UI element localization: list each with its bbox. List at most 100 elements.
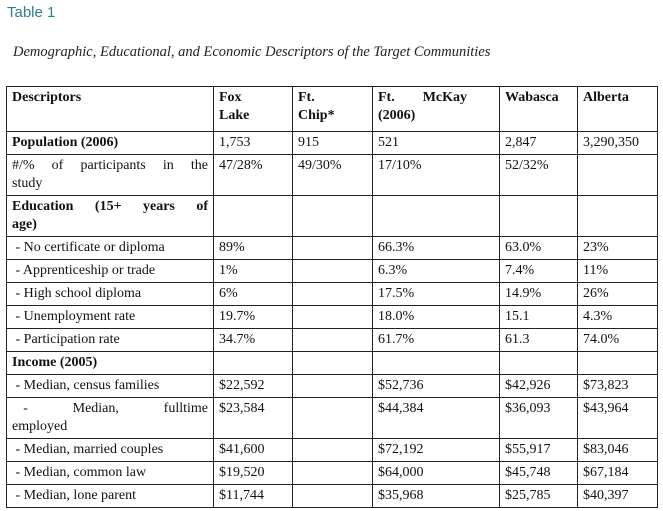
row-label-text: - Median, lone parent: [12, 488, 137, 503]
column-header-line: Lake: [219, 108, 250, 123]
table-cell: 6.3%: [372, 259, 500, 283]
row-label: - Apprenticeship or trade: [6, 259, 214, 283]
column-header-line: (2006): [378, 108, 416, 123]
table-cell: [292, 259, 373, 283]
column-header-line: Ft.: [298, 90, 315, 105]
table-row: Education (15+ years of age): [6, 195, 658, 237]
table-cell: $43,964: [577, 397, 658, 439]
table-cell: [292, 438, 373, 462]
table-cell: $67,184: [577, 461, 658, 485]
table-cell: [292, 351, 373, 375]
row-label: Income (2005): [6, 351, 214, 375]
table-cell: [213, 195, 293, 237]
table-cell: 2,847: [499, 131, 578, 155]
table-row: - Median, married couples $41,600 $72,192 $…: [6, 438, 658, 462]
row-label: - Median, fulltime employed: [6, 397, 214, 439]
table-row: Population (2006) 1,753 915 521 2,847 3,290,3…: [6, 131, 658, 155]
column-header-line: Descriptors: [12, 90, 82, 105]
table-cell: $45,748: [499, 461, 578, 485]
table-cell: [292, 236, 373, 260]
table-cell: 7.4%: [499, 259, 578, 283]
table-cell: 18.0%: [372, 305, 500, 329]
row-label-line: age): [12, 217, 37, 232]
row-label: - Participation rate: [6, 328, 214, 352]
table-row: - Apprenticeship or trade 1% 6.3% 7.4% 11%: [6, 259, 658, 283]
column-header: Wabasca: [499, 86, 578, 132]
table-row: #/% of participants in the study 47/28% 49/…: [6, 154, 658, 196]
table-cell: 61.7%: [372, 328, 500, 352]
row-label-text: - Unemployment rate: [12, 309, 136, 324]
table-cell: 17.5%: [372, 282, 500, 306]
table-cell: 14.9%: [499, 282, 578, 306]
row-label: Education (15+ years of age): [6, 195, 214, 237]
table-cell: 34.7%: [213, 328, 293, 352]
column-header-line: Chip*: [298, 108, 335, 123]
table-cell: $42,926: [499, 374, 578, 398]
table-cell: [499, 351, 578, 375]
row-label-text: Income (2005): [12, 355, 98, 370]
table-caption: Demographic, Educational, and Economic D…: [13, 44, 491, 60]
table-row: - No certificate or diploma 89% 66.3% 63.0%…: [6, 236, 658, 260]
table-row: Income (2005): [6, 351, 658, 375]
table-cell: [499, 195, 578, 237]
table-cell: [292, 195, 373, 237]
table-cell: 1,753: [213, 131, 293, 155]
table-cell: 26%: [577, 282, 658, 306]
table-cell: $11,744: [213, 484, 293, 508]
table-cell: 74.0%: [577, 328, 658, 352]
table-cell: $83,046: [577, 438, 658, 462]
table-row: - Median, common law $19,520 $64,000 $45,74…: [6, 461, 658, 485]
table-cell: 63.0%: [499, 236, 578, 260]
table-cell: 3,290,350: [577, 131, 658, 155]
table-cell: $73,823: [577, 374, 658, 398]
row-label: - Unemployment rate: [6, 305, 214, 329]
row-label-line: employed: [12, 419, 68, 434]
table-cell: $35,968: [372, 484, 500, 508]
row-label-text: - High school diploma: [12, 286, 142, 301]
row-label-text: - Median, married couples: [12, 442, 164, 457]
descriptors-table: Descriptors Fox Lake Ft. Chip* Ft. McKay (2006…: [6, 86, 658, 508]
table-cell: $64,000: [372, 461, 500, 485]
row-label-text: Population (2006): [12, 135, 119, 150]
row-label-line: Education (15+ years of: [12, 199, 208, 214]
table-number-label: Table 1: [7, 4, 56, 21]
table-cell: 23%: [577, 236, 658, 260]
row-label: - No certificate or diploma: [6, 236, 214, 260]
row-label: - Median, census families: [6, 374, 214, 398]
table-cell: $41,600: [213, 438, 293, 462]
table-row: - Unemployment rate 19.7% 18.0% 15.1 4.3%: [6, 305, 658, 329]
table-cell: $44,384: [372, 397, 500, 439]
table-cell: 521: [372, 131, 500, 155]
table-cell: 66.3%: [372, 236, 500, 260]
table-cell: 915: [292, 131, 373, 155]
table-cell: [292, 374, 373, 398]
row-label-text: - Apprenticeship or trade: [12, 263, 156, 278]
row-label: #/% of participants in the study: [6, 154, 214, 196]
table-cell: [292, 484, 373, 508]
table-cell: 6%: [213, 282, 293, 306]
row-label-text: - Median, census families: [12, 378, 160, 393]
column-header-line: Wabasca: [505, 90, 559, 105]
row-label-text: - Participation rate: [12, 332, 120, 347]
table-cell: $22,592: [213, 374, 293, 398]
column-header: Ft. Chip*: [292, 86, 373, 132]
table-row: - Median, census families $22,592 $52,736 $…: [6, 374, 658, 398]
table-cell: $23,584: [213, 397, 293, 439]
table-cell: 49/30%: [292, 154, 373, 196]
column-header-line: Ft. McKay: [378, 90, 468, 105]
row-label: - Median, lone parent: [6, 484, 214, 508]
table-row: - High school diploma 6% 17.5% 14.9% 26%: [6, 282, 658, 306]
table-cell: [292, 328, 373, 352]
table-cell: $52,736: [372, 374, 500, 398]
table-cell: 11%: [577, 259, 658, 283]
table-cell: 47/28%: [213, 154, 293, 196]
table-cell: [213, 351, 293, 375]
table-row: - Median, lone parent $11,744 $35,968 $25,7…: [6, 484, 658, 508]
table-cell: 15.1: [499, 305, 578, 329]
table-cell: [292, 305, 373, 329]
row-label-text: - No certificate or diploma: [12, 240, 165, 255]
header-row: Descriptors Fox Lake Ft. Chip* Ft. McKay (2006…: [6, 86, 658, 132]
row-label: - Median, common law: [6, 461, 214, 485]
table-cell: 19.7%: [213, 305, 293, 329]
table-row: - Participation rate 34.7% 61.7% 61.3 74.0%: [6, 328, 658, 352]
